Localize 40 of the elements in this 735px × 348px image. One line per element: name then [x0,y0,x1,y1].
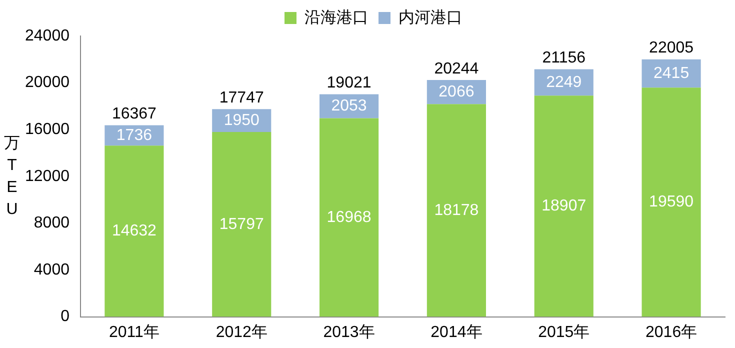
data-label: 1950 [224,112,260,129]
data-label: 15797 [219,216,264,233]
data-label: 19590 [649,194,694,211]
y-tick-label: 4000 [34,261,70,278]
bar [212,132,272,317]
total-label: 22005 [649,40,694,57]
bar [319,118,379,317]
total-label: 21156 [542,50,586,67]
x-tick-label: 2014年 [430,324,482,341]
y-tick-label: 12000 [24,168,70,185]
y-tick-label: 16000 [24,121,70,138]
y-tick-label: 24000 [24,27,70,44]
y-tick-label: 0 [60,308,70,326]
x-tick-label: 2013年 [323,324,375,341]
x-tick-label: 2011年 [109,324,160,341]
data-label: 2249 [546,74,582,91]
legend-label: 内河港口 [398,8,462,26]
data-label: 18907 [542,198,586,215]
data-label: 18178 [434,202,479,219]
y-tick-label: 8000 [34,214,70,232]
y-axis-title: 万TEU [4,134,20,218]
y-tick-label: 20000 [24,74,70,92]
bar [534,96,594,317]
data-label: 14632 [112,222,157,240]
total-label: 16367 [112,106,157,123]
total-label: 17747 [219,90,264,107]
total-label: 20244 [434,60,479,78]
data-label: 2066 [438,83,474,100]
data-label: 2415 [653,64,690,82]
legend-label: 沿海港口 [304,8,368,26]
data-label: 16968 [326,208,372,226]
bar [104,146,164,317]
data-label: 1736 [116,126,152,144]
bar [642,88,701,317]
x-tick-label: 2016年 [645,324,698,341]
bar [426,104,486,317]
total-label: 19021 [326,74,372,92]
x-tick-label: 2015年 [538,324,590,341]
data-label: 2053 [331,98,367,115]
x-tick-label: 2012年 [216,324,268,341]
